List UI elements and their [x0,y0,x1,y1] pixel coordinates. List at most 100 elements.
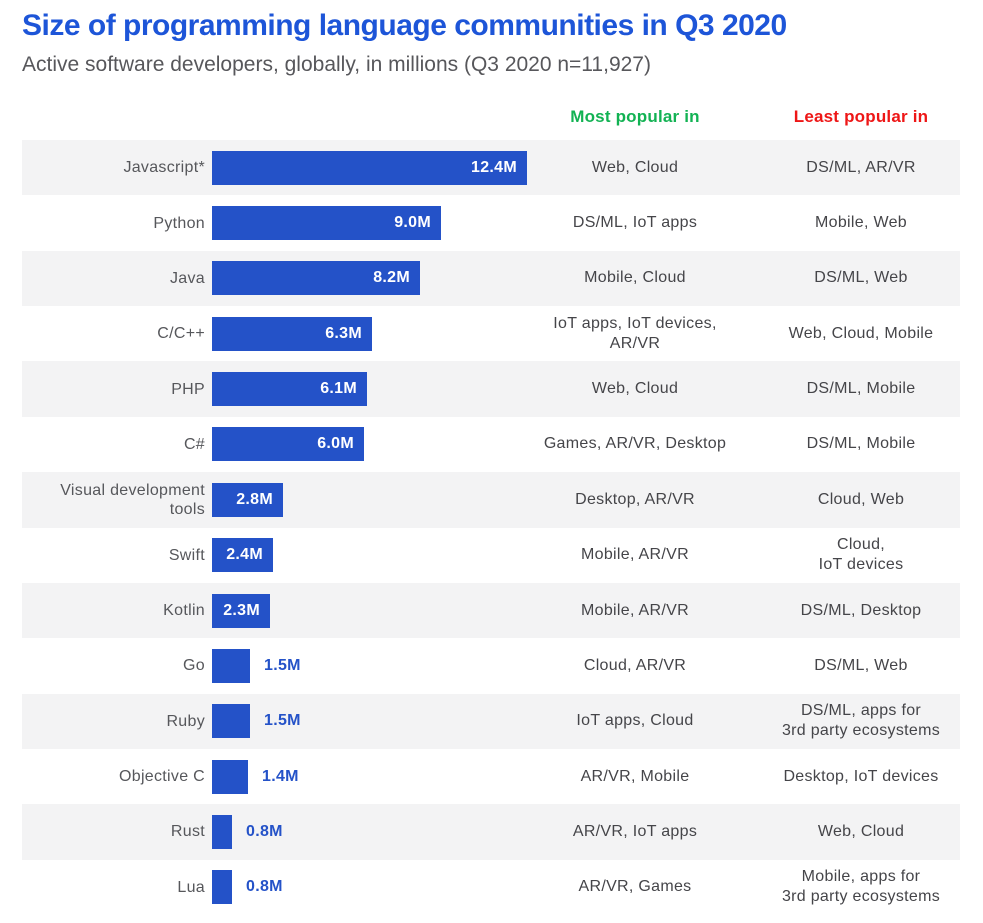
bar-value-label-outside: 1.5M [264,656,301,674]
least-popular-cell: DS/ML, Mobile [806,380,916,398]
most-popular-cell: Web, Cloud [591,158,679,176]
language-label: Javascript* [123,159,205,177]
least-popular-cell: Mobile, Web [815,214,907,232]
chart-row: Visual development tools 2.8M Desktop, A… [22,472,960,528]
language-label: C/C++ [157,325,205,343]
most-popular-cell: Mobile, Cloud [584,269,686,287]
column-headers: Most popular in Least popular in [22,106,960,128]
chart-row: C# 6.0M Games, AR/VR, Desktop DS/ML, Mob… [22,417,960,472]
bar-track: 6.0M [212,417,530,472]
least-popular-cell: DS/ML, Desktop [800,601,922,619]
language-label: Objective C [119,768,205,786]
value-bar: 12.4M [212,150,527,185]
value-bar: 2.3M [212,593,270,628]
bar-track: 0.8M [212,860,530,915]
least-popular-cell: DS/ML, apps for 3rd party ecosystems [781,702,941,740]
language-label: Swift [168,546,205,564]
least-popular-cell: Desktop, IoT devices [783,767,939,785]
chart-row: Java 8.2M Mobile, Cloud DS/ML, Web [22,250,960,307]
bar-track: 1.4M [212,749,530,804]
most-popular-cell: IoT apps, Cloud [576,712,694,730]
bar-value-label: 2.8M [236,490,273,508]
language-label: Rust [170,823,205,841]
language-label: C# [183,435,205,453]
chart-row: Lua 0.8M AR/VR, Games Mobile, apps for 3… [22,860,960,915]
chart-row: Objective C 1.4M AR/VR, Mobile Desktop, … [22,749,960,804]
language-label: Ruby [166,712,205,730]
column-header-most-popular: Most popular in [570,107,700,126]
most-popular-cell: IoT apps, IoT devices, AR/VR [553,314,717,352]
bar-track: 2.8M [212,472,530,527]
least-popular-cell: Web, Cloud [817,822,905,840]
language-label: Visual development tools [60,481,205,518]
bar-value-label: 6.0M [317,435,354,453]
least-popular-cell: Cloud, Web [817,490,905,508]
most-popular-cell: Games, AR/VR, Desktop [543,435,727,453]
bar-value-label-outside: 1.5M [264,712,301,730]
bar-value-label-outside: 0.8M [246,822,283,840]
language-label: Kotlin [163,602,205,620]
language-label: Java [170,269,205,287]
chart-row: C/C++ 6.3M IoT apps, IoT devices, AR/VR … [22,306,960,361]
value-bar [212,759,248,794]
chart-page: Size of programming language communities… [0,8,983,923]
value-bar: 6.0M [212,427,364,462]
most-popular-cell: AR/VR, IoT apps [572,822,698,840]
bar-value-label: 2.4M [226,546,263,564]
value-bar [212,870,232,905]
bar-value-label-outside: 1.4M [262,767,299,785]
language-label: Python [153,214,205,232]
chart-row: Rust 0.8M AR/VR, IoT apps Web, Cloud [22,804,960,860]
bar-track: 2.4M [212,528,530,583]
chart-row: Ruby 1.5M IoT apps, Cloud DS/ML, apps fo… [22,693,960,749]
bar-value-label: 12.4M [471,158,517,176]
bar-track: 6.3M [212,306,530,361]
bar-track: 2.3M [212,583,530,638]
bar-value-label-outside: 0.8M [246,878,283,896]
value-bar: 2.4M [212,538,273,573]
chart-row: Javascript* 12.4M Web, Cloud DS/ML, AR/V… [22,140,960,196]
value-bar [212,704,250,739]
language-label: Go [183,657,205,675]
least-popular-cell: Mobile, apps for 3rd party ecosystems [781,868,941,906]
most-popular-cell: AR/VR, Games [578,878,692,896]
value-bar: 2.8M [212,482,283,517]
bar-value-label: 6.3M [325,324,362,342]
most-popular-cell: AR/VR, Mobile [580,767,690,785]
least-popular-cell: Web, Cloud, Mobile [788,324,934,342]
value-bar: 9.0M [212,206,441,241]
bar-value-label: 6.1M [320,380,357,398]
most-popular-cell: Mobile, AR/VR [581,546,689,564]
bar-value-label: 2.3M [223,601,260,619]
least-popular-cell: DS/ML, Web [814,269,908,287]
bar-track: 8.2M [212,251,530,306]
chart-row: Python 9.0M DS/ML, IoT apps Mobile, Web [22,195,960,250]
least-popular-cell: Cloud, IoT devices [818,536,904,574]
chart-row: Go 1.5M Cloud, AR/VR DS/ML, Web [22,638,960,693]
value-bar [212,814,232,849]
chart-rows: Javascript* 12.4M Web, Cloud DS/ML, AR/V… [22,140,960,915]
value-bar: 8.2M [212,261,420,296]
chart-row: PHP 6.1M Web, Cloud DS/ML, Mobile [22,361,960,417]
least-popular-cell: DS/ML, AR/VR [806,158,916,176]
bar-track: 1.5M [212,694,530,749]
page-subtitle: Active software developers, globally, in… [22,53,651,76]
most-popular-cell: DS/ML, IoT apps [572,214,698,232]
bar-track: 9.0M [212,195,530,250]
chart-row: Swift 2.4M Mobile, AR/VR Cloud, IoT devi… [22,528,960,583]
most-popular-cell: Mobile, AR/VR [581,601,689,619]
language-label: PHP [171,380,205,398]
value-bar: 6.1M [212,372,367,407]
bar-track: 6.1M [212,361,530,416]
chart-row: Kotlin 2.3M Mobile, AR/VR DS/ML, Desktop [22,582,960,639]
bar-value-label: 8.2M [373,269,410,287]
bar-track: 0.8M [212,804,530,859]
value-bar [212,648,250,683]
most-popular-cell: Cloud, AR/VR [583,656,687,674]
most-popular-cell: Desktop, AR/VR [575,490,695,508]
column-header-least-popular: Least popular in [793,107,929,126]
least-popular-cell: DS/ML, Web [814,656,908,674]
least-popular-cell: DS/ML, Mobile [806,435,916,453]
bar-track: 12.4M [212,140,530,195]
page-title: Size of programming language communities… [22,9,787,42]
